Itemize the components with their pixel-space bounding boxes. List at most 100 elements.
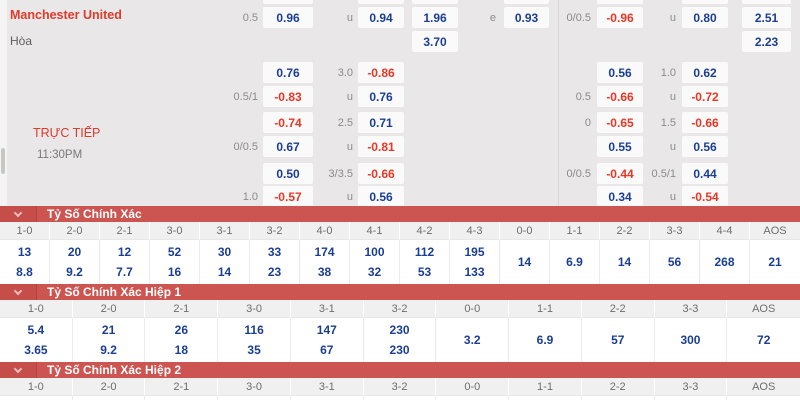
score-odds-bottom[interactable]: 23 — [267, 265, 282, 279]
score-odds-cell[interactable] — [581, 396, 655, 400]
odds-cell[interactable]: -0.83 — [263, 86, 313, 107]
score-odds-top[interactable]: 195 — [464, 245, 485, 259]
score-odds-single[interactable]: 72 — [757, 333, 771, 347]
score-odds-bottom[interactable]: 9.2 — [66, 265, 83, 279]
score-odds-top[interactable]: 230 — [389, 323, 410, 337]
score-odds-single[interactable]: 57 — [611, 333, 625, 347]
score-odds-cell[interactable]: 195 133 — [450, 240, 500, 284]
score-odds-single[interactable]: 300 — [680, 333, 701, 347]
odds-cell[interactable]: 0.56 — [358, 186, 404, 207]
score-odds-top[interactable]: 174 — [314, 245, 335, 259]
odds-cell[interactable]: -0.65 — [597, 112, 643, 133]
odds-cell[interactable]: 0.67 — [263, 136, 313, 157]
score-odds-cell[interactable] — [145, 396, 219, 400]
score-odds-bottom[interactable]: 3.65 — [24, 343, 48, 357]
odds-cell[interactable]: -0.57 — [263, 186, 313, 207]
score-odds-cell[interactable] — [72, 396, 146, 400]
score-odds-cell[interactable]: 5.4 3.65 — [0, 318, 73, 362]
odds-cell[interactable]: -0.96 — [597, 7, 643, 28]
score-odds-cell[interactable]: 300 — [654, 318, 728, 362]
collapse-button[interactable] — [0, 362, 37, 378]
odds-cell[interactable]: 0.56 — [682, 136, 728, 157]
score-odds-top[interactable]: 26 — [174, 323, 189, 337]
score-odds-single[interactable]: 6.9 — [536, 333, 554, 347]
score-odds-single[interactable]: 21 — [768, 255, 782, 269]
score-odds-cell[interactable]: 100 32 — [350, 240, 400, 284]
score-odds-bottom[interactable]: 133 — [464, 265, 485, 279]
score-odds-top[interactable]: 116 — [244, 323, 264, 337]
score-odds-bottom[interactable]: 67 — [320, 343, 334, 357]
score-odds-cell[interactable]: 26 18 — [145, 318, 219, 362]
score-odds-cell[interactable]: 20 9.2 — [50, 240, 100, 284]
score-odds-cell[interactable]: 33 23 — [250, 240, 300, 284]
score-odds-single[interactable]: 3.2 — [463, 333, 481, 347]
score-odds-cell[interactable]: 56 — [650, 240, 700, 284]
score-odds-bottom[interactable]: 16 — [167, 265, 182, 279]
score-odds-bottom[interactable]: 35 — [247, 343, 261, 357]
odds-cell[interactable]: 0.71 — [358, 112, 404, 133]
odds-cell[interactable]: 0.96 — [263, 7, 313, 28]
odds-cell[interactable]: 0.76 — [358, 86, 404, 107]
odds-cell[interactable]: -0.54 — [682, 186, 728, 207]
score-odds-cell[interactable]: 6.9 — [550, 240, 600, 284]
score-odds-top[interactable]: 33 — [267, 245, 282, 259]
score-odds-cell[interactable]: 52 16 — [150, 240, 200, 284]
score-odds-top[interactable]: 13 — [17, 245, 32, 259]
odds-cell[interactable]: -0.44 — [597, 163, 643, 184]
collapse-button[interactable] — [0, 284, 37, 300]
score-odds-cell[interactable]: 116 35 — [218, 318, 291, 362]
odds-cell[interactable]: -0.66 — [358, 163, 404, 184]
score-odds-cell[interactable]: 30 14 — [200, 240, 250, 284]
section-header[interactable]: Tỷ Số Chính Xác Hiệp 2 — [0, 362, 800, 378]
score-odds-cell[interactable]: 14 — [600, 240, 650, 284]
score-odds-bottom[interactable]: 18 — [174, 343, 189, 357]
score-odds-top[interactable]: 100 — [364, 245, 385, 259]
score-odds-cell[interactable]: 112 53 — [400, 240, 450, 284]
odds-cell[interactable]: 0.34 — [597, 186, 643, 207]
odds-cell[interactable]: 0.80 — [682, 7, 728, 28]
score-odds-cell[interactable]: 174 38 — [300, 240, 350, 284]
odds-cell[interactable]: 3.70 — [412, 31, 458, 52]
score-odds-bottom[interactable]: 8.8 — [16, 265, 33, 279]
score-odds-cell[interactable] — [436, 396, 510, 400]
odds-cell[interactable]: 0.55 — [597, 136, 643, 157]
score-odds-cell[interactable] — [509, 396, 582, 400]
score-odds-bottom[interactable]: 32 — [367, 265, 382, 279]
score-odds-single[interactable]: 14 — [517, 255, 532, 269]
score-odds-bottom[interactable]: 53 — [417, 265, 432, 279]
odds-cell[interactable]: -0.66 — [597, 86, 643, 107]
collapse-button[interactable] — [0, 206, 37, 222]
score-odds-cell[interactable]: 13 8.8 — [0, 240, 50, 284]
score-odds-bottom[interactable]: 7.7 — [116, 265, 133, 279]
score-odds-cell[interactable]: 57 — [581, 318, 655, 362]
odds-cell[interactable]: 0.44 — [682, 163, 728, 184]
score-odds-single[interactable]: 56 — [667, 255, 682, 269]
odds-cell[interactable]: 0.50 — [263, 163, 313, 184]
score-odds-bottom[interactable]: 38 — [317, 265, 332, 279]
odds-cell[interactable]: -0.74 — [263, 112, 313, 133]
score-odds-top[interactable]: 5.4 — [27, 323, 45, 337]
score-odds-top[interactable]: 52 — [167, 245, 182, 259]
odds-cell[interactable]: -0.86 — [358, 62, 404, 83]
section-header[interactable]: Tỷ Số Chính Xác Hiệp 1 — [0, 284, 800, 300]
score-odds-cell[interactable]: 3.2 — [436, 318, 510, 362]
odds-cell[interactable]: 0.93 — [504, 7, 549, 28]
score-odds-cell[interactable]: 268 — [700, 240, 750, 284]
score-odds-cell[interactable] — [654, 396, 728, 400]
score-odds-cell[interactable] — [727, 396, 800, 400]
score-odds-cell[interactable]: 147 67 — [290, 318, 364, 362]
scrollbar-thumb[interactable] — [1, 148, 5, 174]
odds-cell[interactable]: -0.72 — [682, 86, 728, 107]
score-odds-cell[interactable]: 21 — [750, 240, 800, 284]
scrollbar[interactable] — [0, 0, 7, 206]
score-odds-cell[interactable]: 14 — [500, 240, 550, 284]
score-odds-cell[interactable] — [0, 396, 73, 400]
score-odds-top[interactable]: 112 — [414, 245, 435, 259]
odds-cell[interactable]: 2.51 — [742, 7, 791, 28]
section-header[interactable]: Tỷ Số Chính Xác — [0, 206, 800, 222]
score-odds-top[interactable]: 147 — [316, 323, 337, 337]
score-odds-cell[interactable] — [218, 396, 291, 400]
score-odds-cell[interactable] — [290, 396, 364, 400]
odds-cell[interactable]: 0.56 — [597, 62, 643, 83]
odds-cell[interactable]: 1.96 — [412, 7, 458, 28]
